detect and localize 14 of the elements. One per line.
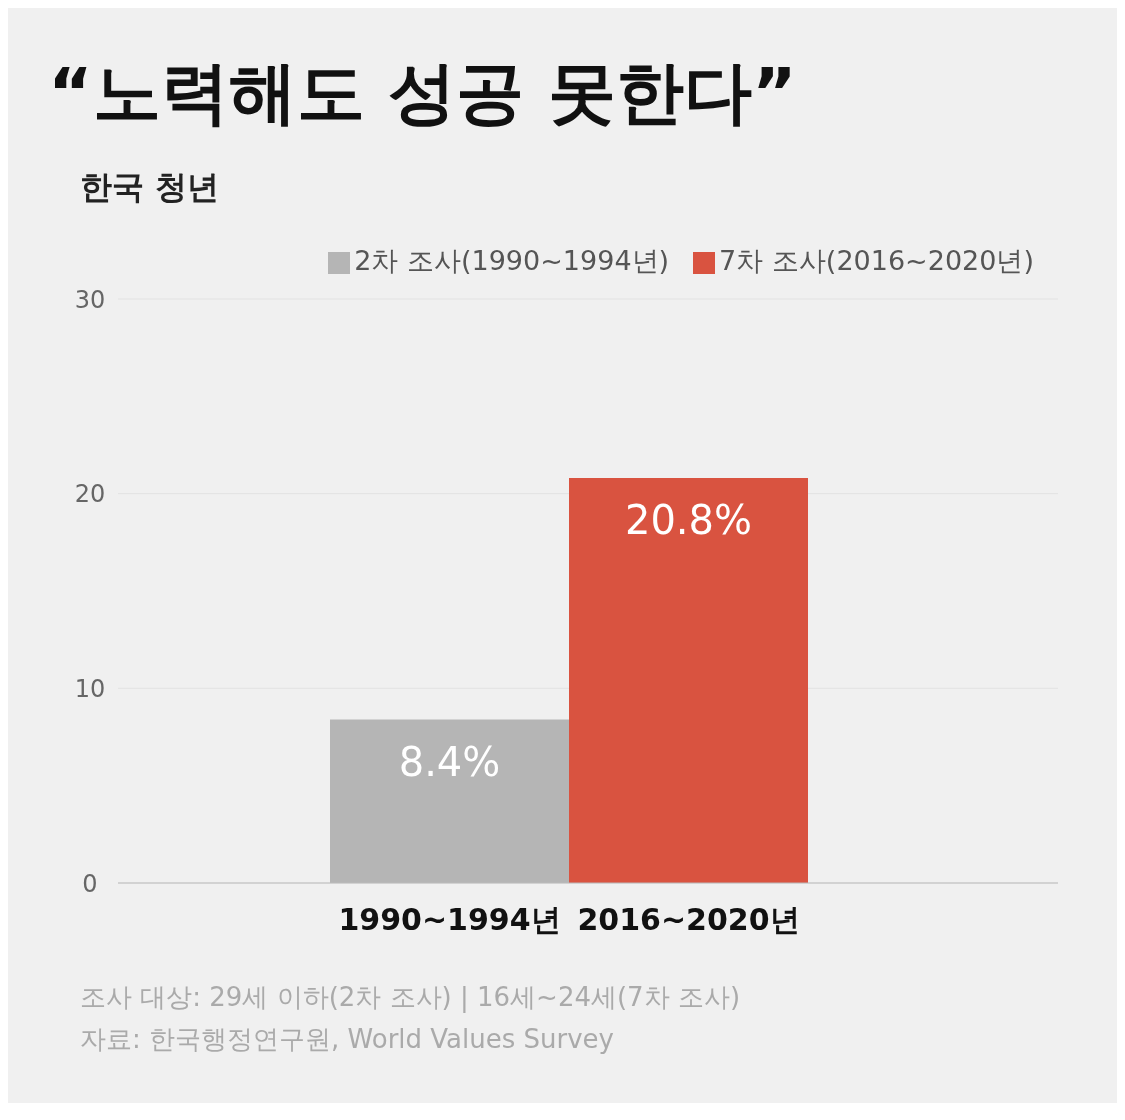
legend-label: 2차 조사(1990~1994년) xyxy=(354,245,670,276)
x-tick-label: 2016~2020년 xyxy=(577,902,800,938)
y-tick-label: 30 xyxy=(74,285,106,314)
data-label: 20.8% xyxy=(624,497,753,544)
y-tick-label: 10 xyxy=(74,674,106,703)
legend-label: 7차 조사(2016~2020년) xyxy=(719,245,1034,276)
x-tick-label: 1990~1994년 xyxy=(338,902,561,938)
text: 자료: 한국행정연구원, World Values Survey xyxy=(80,1023,615,1056)
y-tick-label: 0 xyxy=(82,869,98,898)
chart-subtitle: 한국 청년 xyxy=(80,167,220,208)
y-tick-label: 20 xyxy=(74,480,106,509)
chart-title: “노력해도 성공 못한다” xyxy=(48,52,797,134)
data-label: 8.4% xyxy=(398,738,501,785)
text: 조사 대상: 29세 이하(2차 조사) | 16세~24세(7차 조사) xyxy=(80,981,741,1015)
